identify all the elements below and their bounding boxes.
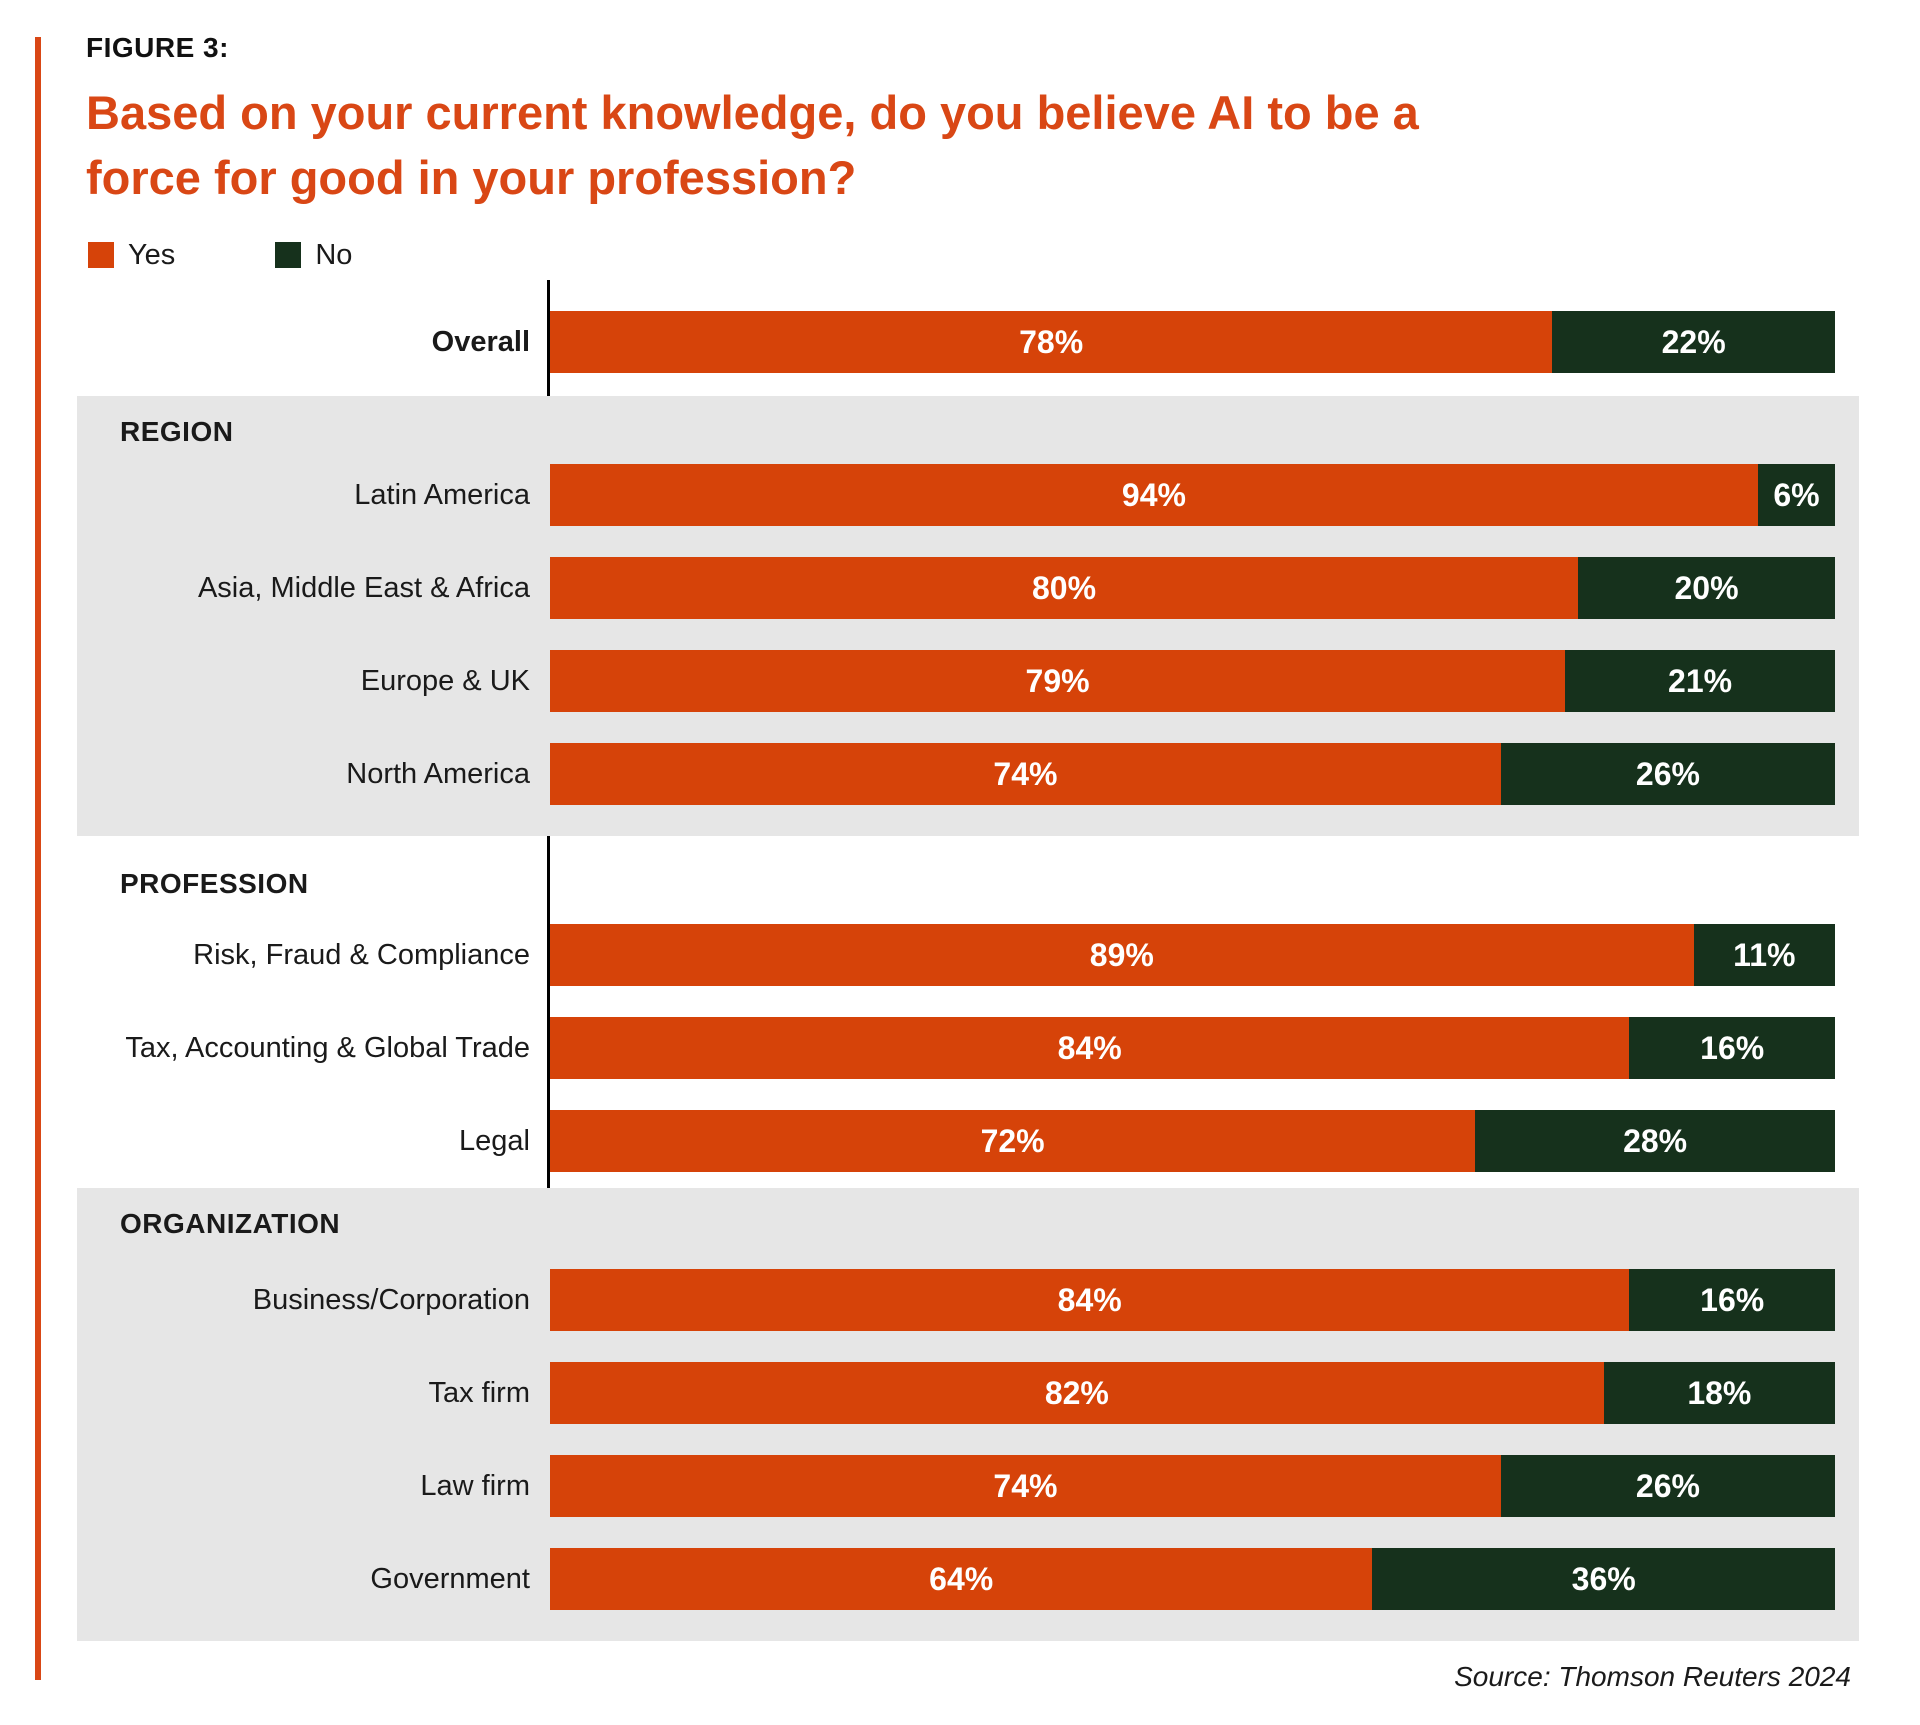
section-organization: ORGANIZATION Business/Corporation 84% 16% Ta…	[77, 1188, 1859, 1641]
chart-row: Tax firm 82% 18%	[77, 1362, 1859, 1424]
legend: Yes No	[88, 239, 1920, 271]
bar-track: 79% 21%	[550, 650, 1835, 712]
row-label: Law firm	[420, 1470, 530, 1502]
figure-label: FIGURE 3:	[86, 32, 229, 63]
accent-rule	[35, 37, 41, 1680]
bar-segment-no: 16%	[1629, 1017, 1835, 1079]
section-region: REGION Latin America 94% 6% Asia, Middle Eas…	[77, 396, 1859, 836]
row-label: North America	[346, 758, 530, 790]
row-label: Overall	[431, 326, 530, 358]
chart-row: North America 74% 26%	[77, 743, 1859, 805]
bar-segment-yes: 79%	[550, 650, 1566, 712]
bar-track: 89% 11%	[550, 924, 1835, 986]
section-header-profession: PROFESSION	[120, 868, 309, 899]
bar-segment-yes: 64%	[550, 1548, 1373, 1610]
bar-track: 84% 16%	[550, 1269, 1835, 1331]
row-label: Asia, Middle East & Africa	[197, 572, 530, 604]
legend-item-yes: Yes	[88, 239, 175, 272]
bar-track: 74% 26%	[550, 743, 1835, 805]
bar-segment-no: 18%	[1603, 1362, 1835, 1424]
bar-segment-no: 16%	[1629, 1269, 1835, 1331]
legend-label-yes: Yes	[128, 238, 176, 271]
chart-row: Legal 72% 28%	[77, 1110, 1859, 1172]
legend-item-no: No	[275, 239, 352, 272]
row-label: Risk, Fraud & Compliance	[193, 939, 530, 971]
row-label: Business/Corporation	[252, 1284, 530, 1316]
chart-row: Latin America 94% 6%	[77, 464, 1859, 526]
chart-row: Overall 78% 22%	[77, 311, 1859, 373]
row-label: Government	[370, 1563, 530, 1595]
section-header-region: REGION	[120, 416, 234, 447]
bar-track: 72% 28%	[550, 1110, 1835, 1172]
bar-segment-no: 20%	[1578, 557, 1835, 619]
bar-segment-yes: 74%	[550, 1455, 1501, 1517]
chart-row: Asia, Middle East & Africa 80% 20%	[77, 557, 1859, 619]
bar-segment-yes: 89%	[550, 924, 1694, 986]
bar-segment-no: 26%	[1500, 1455, 1835, 1517]
row-label: Europe & UK	[360, 665, 530, 697]
bar-segment-yes: 80%	[550, 557, 1578, 619]
chart-row: Tax, Accounting & Global Trade 84% 16%	[77, 1017, 1859, 1079]
bar-track: 82% 18%	[550, 1362, 1835, 1424]
bar-segment-no: 26%	[1500, 743, 1835, 805]
row-label: Tax firm	[428, 1377, 531, 1409]
bar-segment-yes: 94%	[550, 464, 1758, 526]
row-label: Tax, Accounting & Global Trade	[125, 1032, 530, 1064]
chart: Overall 78% 22% REGION Latin America 94% 6% Asi…	[77, 280, 1859, 1641]
section-profession: PROFESSION Risk, Fraud & Compliance 89% 11%…	[77, 836, 1859, 1188]
bar-segment-no: 36%	[1372, 1548, 1835, 1610]
legend-label-no: No	[315, 238, 353, 271]
bar-segment-no: 21%	[1565, 650, 1835, 712]
bar-segment-no: 22%	[1552, 311, 1835, 373]
bar-segment-yes: 78%	[550, 311, 1553, 373]
bar-track: 94% 6%	[550, 464, 1835, 526]
figure-header: FIGURE 3: Based on your current knowledg…	[86, 0, 1920, 210]
bar-segment-no: 6%	[1757, 464, 1835, 526]
source-note: Source: Thomson Reuters 2024	[1454, 1661, 1851, 1692]
source-row: Source: Thomson Reuters 2024	[77, 1661, 1859, 1693]
bar-segment-yes: 84%	[550, 1017, 1630, 1079]
chart-row: Law firm 74% 26%	[77, 1455, 1859, 1517]
chart-title: Based on your current knowledge, do you …	[86, 86, 1419, 204]
legend-swatch-yes	[88, 242, 114, 268]
row-label: Legal	[459, 1125, 530, 1157]
row-label: Latin America	[354, 479, 530, 511]
bar-segment-no: 11%	[1693, 924, 1835, 986]
bar-track: 74% 26%	[550, 1455, 1835, 1517]
bar-track: 80% 20%	[550, 557, 1835, 619]
bar-track: 84% 16%	[550, 1017, 1835, 1079]
chart-row: Government 64% 36%	[77, 1548, 1859, 1610]
chart-row: Risk, Fraud & Compliance 89% 11%	[77, 924, 1859, 986]
bar-segment-yes: 82%	[550, 1362, 1604, 1424]
bar-segment-yes: 74%	[550, 743, 1501, 805]
section-overall: Overall 78% 22%	[77, 280, 1859, 396]
legend-swatch-no	[275, 242, 302, 268]
axis-baseline	[547, 280, 550, 1641]
section-header-organization: ORGANIZATION	[120, 1208, 341, 1239]
bar-track: 64% 36%	[550, 1548, 1835, 1610]
bar-segment-yes: 72%	[550, 1110, 1476, 1172]
bar-track: 78% 22%	[550, 311, 1835, 373]
bar-segment-no: 28%	[1475, 1110, 1835, 1172]
chart-row: Business/Corporation 84% 16%	[77, 1269, 1859, 1331]
bar-segment-yes: 84%	[550, 1269, 1630, 1331]
chart-row: Europe & UK 79% 21%	[77, 650, 1859, 712]
